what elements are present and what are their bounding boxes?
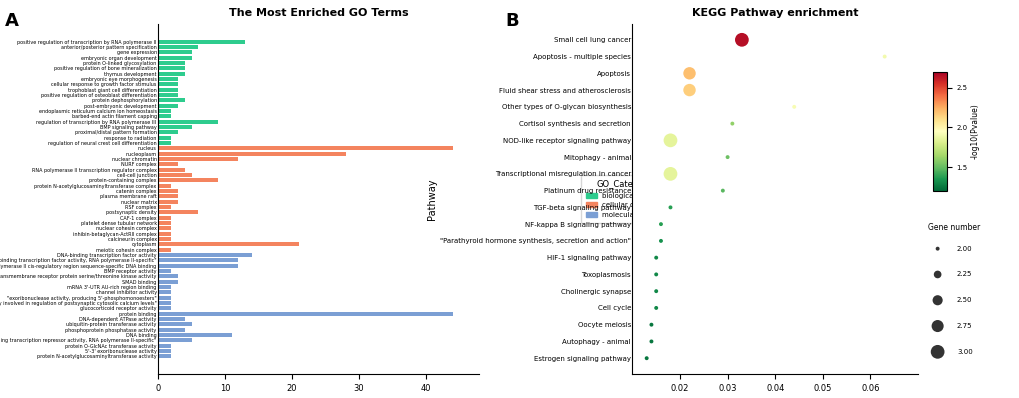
Bar: [158, 205, 171, 209]
Bar: [158, 280, 178, 284]
Bar: [158, 194, 178, 198]
Bar: [158, 221, 171, 225]
Bar: [158, 242, 299, 246]
Bar: [158, 269, 171, 273]
Bar: [158, 120, 218, 124]
Bar: [158, 45, 198, 49]
Bar: [158, 248, 171, 252]
Text: 2.25: 2.25: [956, 271, 971, 277]
Bar: [158, 274, 178, 278]
Point: [661, 137, 678, 144]
Bar: [158, 136, 171, 140]
Point: [786, 103, 802, 110]
Bar: [158, 333, 231, 337]
Bar: [158, 77, 178, 81]
Bar: [158, 157, 238, 161]
Point: [647, 271, 663, 277]
Point: [718, 154, 735, 160]
Point: [714, 187, 731, 194]
Bar: [158, 93, 178, 97]
Point: [928, 271, 945, 278]
Bar: [158, 109, 171, 113]
Point: [643, 338, 659, 345]
Bar: [158, 258, 238, 262]
Bar: [158, 56, 192, 60]
Bar: [158, 317, 184, 321]
Bar: [158, 200, 178, 204]
Y-axis label: -log10(Pvalue): -log10(Pvalue): [969, 103, 978, 159]
Point: [647, 305, 663, 311]
Bar: [158, 306, 171, 310]
Bar: [158, 40, 245, 44]
Point: [652, 238, 668, 244]
Bar: [158, 104, 178, 108]
Bar: [158, 146, 452, 150]
Text: B: B: [504, 12, 518, 30]
Point: [647, 254, 663, 261]
Bar: [158, 82, 178, 86]
Bar: [158, 328, 184, 332]
Point: [928, 349, 945, 355]
Bar: [158, 338, 192, 342]
Bar: [158, 237, 171, 241]
Bar: [158, 189, 178, 193]
Bar: [158, 125, 192, 129]
Bar: [158, 232, 171, 236]
Point: [661, 171, 678, 177]
Text: Gene number: Gene number: [927, 223, 979, 232]
Point: [928, 323, 945, 329]
Bar: [158, 141, 171, 145]
Bar: [158, 301, 171, 305]
Bar: [158, 210, 198, 214]
Bar: [158, 168, 184, 172]
Bar: [158, 263, 238, 267]
Y-axis label: Pathway: Pathway: [427, 178, 437, 220]
Text: 3.00: 3.00: [956, 349, 972, 355]
Point: [723, 121, 740, 127]
Bar: [158, 131, 178, 135]
Point: [647, 288, 663, 295]
Bar: [158, 343, 171, 347]
Bar: [158, 354, 171, 358]
Point: [733, 37, 749, 43]
Bar: [158, 162, 178, 166]
Bar: [158, 349, 171, 353]
Text: 2.50: 2.50: [956, 297, 971, 303]
Bar: [158, 253, 252, 257]
Legend: biological process, cellular component, molecular function: biological process, cellular component, …: [580, 175, 675, 223]
Bar: [158, 98, 184, 102]
Bar: [158, 296, 171, 300]
Point: [681, 70, 697, 76]
Bar: [158, 88, 178, 92]
Bar: [158, 114, 171, 118]
Point: [652, 221, 668, 227]
Point: [638, 355, 654, 361]
Text: 2.00: 2.00: [956, 246, 972, 252]
Point: [928, 246, 945, 252]
Bar: [158, 173, 192, 177]
Bar: [158, 285, 171, 289]
Text: 2.75: 2.75: [956, 323, 971, 329]
Bar: [158, 322, 192, 326]
Title: KEGG Pathway enrichment: KEGG Pathway enrichment: [691, 8, 858, 18]
Title: The Most Enriched GO Terms: The Most Enriched GO Terms: [228, 8, 409, 18]
Bar: [158, 72, 184, 76]
Text: A: A: [5, 12, 19, 30]
Bar: [158, 51, 192, 55]
Bar: [158, 312, 452, 316]
Bar: [158, 61, 184, 65]
Bar: [158, 226, 171, 230]
Point: [681, 87, 697, 93]
Point: [661, 204, 678, 211]
Bar: [158, 152, 345, 156]
Bar: [158, 216, 171, 220]
Bar: [158, 290, 171, 294]
Bar: [158, 184, 171, 188]
Bar: [158, 178, 218, 182]
Bar: [158, 66, 184, 70]
Point: [643, 322, 659, 328]
Point: [875, 53, 892, 60]
Point: [928, 297, 945, 303]
